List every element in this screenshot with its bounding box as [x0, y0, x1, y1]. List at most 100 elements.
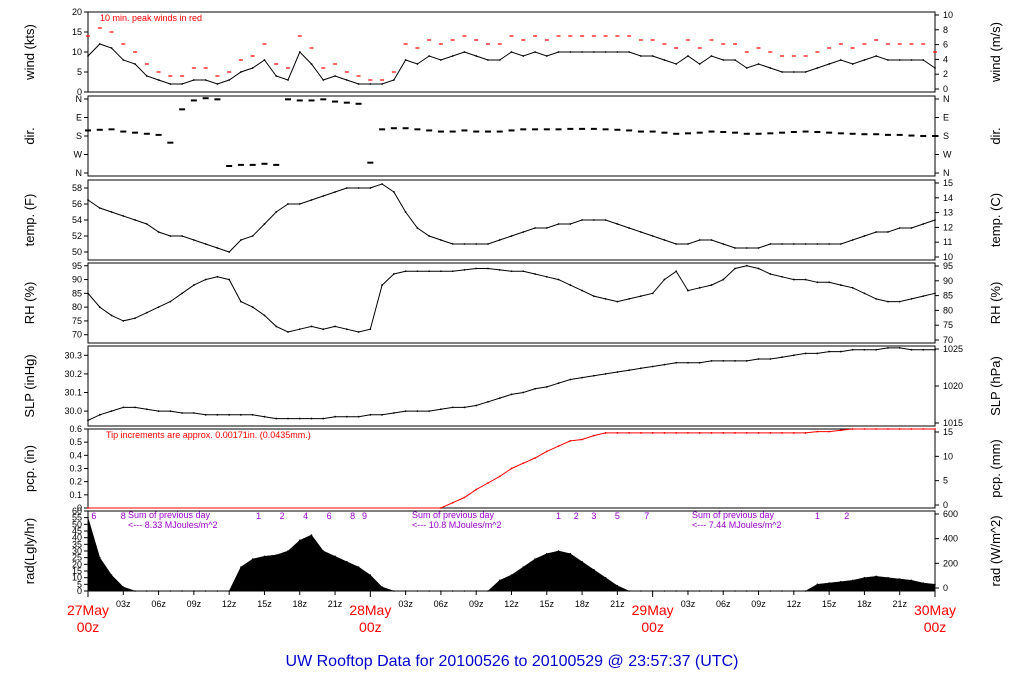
temp-ytick-right-label: 15 [943, 178, 953, 188]
temp-point [734, 247, 736, 249]
pcp-point [745, 432, 748, 434]
temp-point [887, 231, 889, 233]
wind-point [498, 59, 501, 61]
pcp-point [592, 434, 595, 437]
dir-point [637, 130, 644, 133]
wind-point [322, 79, 325, 81]
wind-point [863, 59, 866, 61]
pcp-point [781, 432, 783, 434]
temp-series-line [87, 183, 936, 253]
temp-point [534, 227, 536, 229]
temp-ytick-label: 56 [72, 199, 82, 209]
rad-point [122, 586, 125, 588]
rh-point [345, 328, 348, 331]
temp-ytick-right-label: 14 [943, 193, 953, 203]
rad-point [934, 583, 936, 586]
rh-point [781, 275, 783, 278]
dir-ytick-right-label: S [943, 131, 949, 141]
temp-point [310, 199, 313, 201]
slp-point [192, 412, 195, 414]
temp-point [498, 239, 501, 241]
slp-point [298, 417, 301, 420]
temp-point [640, 231, 642, 233]
slp-point [604, 373, 607, 375]
slp-point [369, 413, 372, 416]
pcp-point [769, 432, 772, 434]
rh-point [710, 284, 713, 286]
slp-ytick-right-label: 1025 [943, 344, 963, 354]
rh-point [875, 297, 878, 300]
pcp-point [475, 488, 478, 491]
temp-point [816, 243, 819, 245]
rh-point [322, 328, 325, 331]
wind-point [675, 63, 678, 65]
rh-point [522, 270, 525, 273]
rad-point [557, 550, 560, 552]
temp-point [604, 219, 607, 221]
pcp-point [440, 507, 442, 509]
rh-point [734, 267, 736, 270]
x-date-time: 00z [359, 619, 382, 635]
rh-point [416, 270, 419, 273]
dir-point [767, 132, 774, 135]
slp-point [428, 410, 431, 413]
rad-point [675, 590, 677, 592]
wind-ytick-label: 5 [77, 67, 82, 77]
temp-point [428, 235, 431, 237]
rh-point [263, 314, 266, 317]
temp-point [616, 223, 619, 225]
dir-point [732, 131, 739, 134]
slp-point [416, 410, 419, 413]
wind-point [698, 63, 701, 65]
rh-point [440, 270, 442, 273]
rh-point [510, 270, 513, 273]
wind-point [404, 59, 407, 61]
dir-point [849, 132, 856, 135]
x-tick-label: 15z [540, 599, 555, 609]
slp-point [345, 415, 348, 418]
rh-ytick-label: 85 [72, 288, 82, 298]
rh-ytick-label: 95 [72, 261, 82, 271]
rh-point [816, 281, 819, 284]
dir-point [896, 133, 903, 136]
x-date-label: 29May [632, 602, 674, 618]
rh-point [663, 278, 666, 281]
rh-point [381, 284, 383, 286]
rh-point [275, 325, 278, 328]
rh-point [851, 286, 854, 289]
x-tick-label: 15z [822, 599, 837, 609]
dir-point [461, 129, 468, 132]
rh-point [769, 273, 772, 275]
wind-point [922, 59, 925, 61]
wind-point [157, 79, 160, 81]
slp-point [675, 361, 678, 364]
wind-point [228, 79, 231, 81]
rad-sum-value: <--- 7.44 MJoules/m^2 [692, 520, 782, 530]
rh-point [204, 278, 207, 281]
x-date-label: 28May [349, 602, 391, 618]
temp-point [828, 243, 831, 245]
dir-point [743, 132, 750, 135]
temp-point [463, 243, 466, 245]
rh-point [581, 289, 583, 292]
slp-point [922, 348, 925, 351]
slp-point [110, 410, 113, 413]
slp-point [898, 346, 901, 349]
dir-point [884, 133, 891, 136]
rad-point [287, 550, 289, 552]
temp-point [663, 239, 666, 241]
dir-point [379, 128, 386, 131]
pcp-point [910, 428, 913, 430]
rad-ytick-label: 30 [72, 546, 82, 556]
dir-point [320, 98, 327, 101]
pcp-ylabel-right: pcp. (mm) [988, 439, 1003, 498]
rad-ytick-label: 5 [77, 579, 82, 589]
wind-ytick-right-label: 0 [943, 84, 948, 94]
slp-point [157, 410, 160, 413]
temp-point [134, 219, 136, 221]
wind-point [345, 79, 348, 81]
temp-point [334, 191, 336, 193]
dir-point [626, 129, 633, 132]
slp-point [663, 363, 666, 366]
rad-ytick-label: 20 [72, 559, 82, 569]
